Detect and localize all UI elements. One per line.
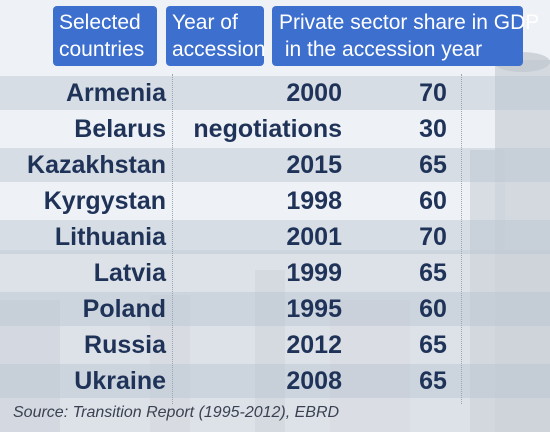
cell-country: Armenia (65, 79, 166, 107)
table-row: Kazakhstan 2015 65 (0, 148, 550, 182)
header-country-line2: countries (59, 38, 145, 61)
cell-year-of-accession: 2000 (286, 79, 342, 107)
column-divider (172, 74, 173, 404)
header-year-of-accession: Year of accession (166, 6, 266, 66)
header-year-line2: accession (172, 38, 266, 61)
header-share-line2: in the accession year (279, 38, 483, 61)
source-note: Source: Transition Report (1995-2012), E… (13, 404, 340, 421)
cell-year-of-accession: 1995 (286, 295, 342, 323)
cell-country: Lithuania (54, 223, 166, 251)
cell-private-sector-share: 65 (419, 151, 447, 179)
table-row: Poland 1995 60 (0, 292, 550, 326)
column-divider (461, 74, 462, 404)
cell-year-of-accession: 2012 (286, 331, 342, 359)
table-row: Kyrgystan 1998 60 (0, 184, 550, 218)
cell-year-of-accession: 1998 (286, 187, 342, 215)
cell-country: Ukraine (74, 367, 166, 395)
table-row: Ukraine 2008 65 (0, 364, 550, 398)
header-share-line1: Private sector share in GDP (279, 11, 540, 34)
cell-country: Poland (82, 295, 166, 323)
cell-private-sector-share: 65 (419, 331, 447, 359)
header-private-sector-share: Private sector share in GDP in the acces… (272, 6, 540, 66)
cell-year-of-accession: 2015 (286, 151, 342, 179)
cell-year-of-accession: negotiations (193, 115, 342, 143)
cell-country: Belarus (74, 115, 166, 143)
table-row: Latvia 1999 65 (0, 256, 550, 290)
header-year-line1: Year of (172, 11, 238, 34)
table-row: Russia 2012 65 (0, 328, 550, 362)
cell-private-sector-share: 60 (419, 295, 447, 323)
cell-private-sector-share: 65 (419, 367, 447, 395)
table-row: Lithuania 2001 70 (0, 220, 550, 254)
cell-private-sector-share: 65 (419, 259, 447, 287)
cell-private-sector-share: 70 (419, 79, 447, 107)
cell-private-sector-share: 30 (419, 115, 447, 143)
table-row: Armenia 2000 70 (0, 76, 550, 110)
cell-year-of-accession: 1999 (286, 259, 342, 287)
cell-private-sector-share: 60 (419, 187, 447, 215)
cell-country: Russia (84, 331, 166, 359)
cell-year-of-accession: 2001 (286, 223, 342, 251)
cell-country: Latvia (93, 259, 166, 287)
header-country-line1: Selected (59, 11, 141, 34)
cell-year-of-accession: 2008 (286, 367, 342, 395)
header-selected-countries: Selected countries (53, 6, 157, 66)
cell-country: Kyrgystan (43, 187, 166, 215)
table-row: Belarus negotiations 30 (0, 112, 550, 146)
cell-country: Kazakhstan (27, 151, 166, 179)
cell-private-sector-share: 70 (419, 223, 447, 251)
